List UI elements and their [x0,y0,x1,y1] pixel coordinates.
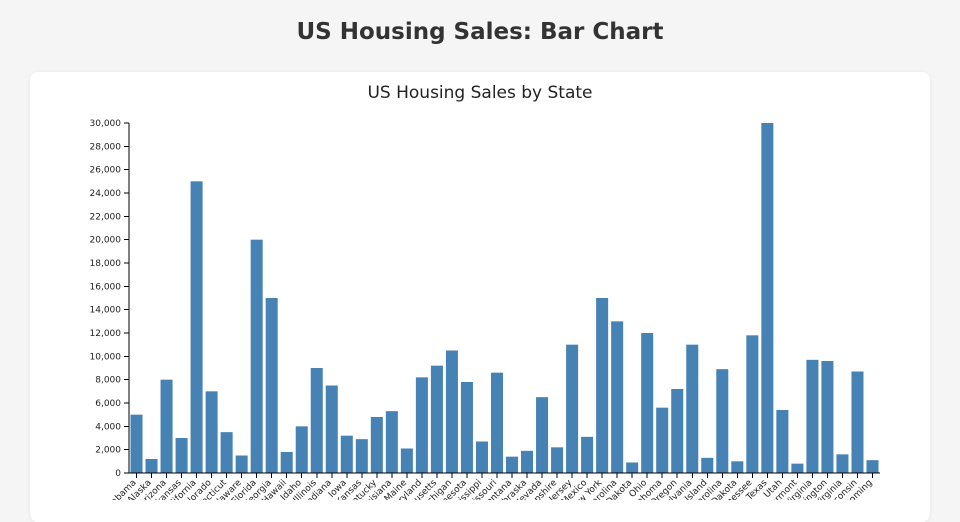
y-axis: 0 2,000 4,000 6,000 8,000 10,000 12,000 14,000 1… [90,119,130,479]
y-tick-label: 8,000 [95,376,121,386]
bar[interactable] [265,298,278,473]
y-tick-label: 14,000 [90,306,122,316]
page-title: US Housing Sales: Bar Chart [296,19,664,45]
bar[interactable] [385,411,398,473]
bar[interactable] [851,371,864,474]
y-tick-label: 20,000 [90,236,122,246]
bar[interactable] [611,321,624,473]
bar[interactable] [295,426,308,473]
y-tick-label: 30,000 [90,119,122,129]
bar[interactable] [626,462,639,474]
y-tick-label: 4,000 [95,422,121,432]
bar[interactable] [460,382,473,473]
bar[interactable] [806,359,819,473]
bar[interactable] [686,344,699,473]
x-axis: AlabamaAlaskaArizonaArkansasCaliforniaCo… [103,472,880,500]
bar[interactable] [566,344,579,473]
bar[interactable] [536,397,549,473]
bar[interactable] [866,460,879,473]
y-tick-label: 12,000 [90,329,122,339]
bar[interactable] [325,385,338,474]
bar[interactable] [581,436,594,473]
bar[interactable] [130,414,143,473]
bar[interactable] [836,454,849,473]
y-tick-label: 16,000 [90,282,122,292]
bar[interactable] [205,391,218,473]
bar[interactable] [746,335,759,473]
bar[interactable] [370,417,383,473]
bar[interactable] [475,441,488,474]
bar[interactable] [761,123,774,473]
bar[interactable] [160,379,173,473]
bar[interactable] [596,298,609,473]
y-tick-label: 2,000 [95,446,121,456]
bar[interactable] [551,447,564,473]
bar[interactable] [340,435,353,473]
bar[interactable] [280,452,293,473]
bar[interactable] [175,438,188,473]
bar[interactable] [250,239,263,473]
y-tick-label: 6,000 [95,399,121,409]
bar[interactable] [731,461,744,473]
bar[interactable] [521,450,534,473]
bar[interactable] [430,365,443,473]
bar[interactable] [821,361,834,473]
y-tick-label: 10,000 [90,352,122,362]
bar[interactable] [235,455,248,474]
y-tick-label: 28,000 [90,142,122,152]
bar[interactable] [656,407,669,473]
bar[interactable] [145,459,158,473]
bar[interactable] [190,181,203,473]
chart-card: US Housing Sales by State 0 2,000 4,000 6,0… [30,72,930,522]
bar[interactable] [641,333,654,473]
bar-chart: US Housing Sales by State 0 2,000 4,000 6,0… [90,83,880,500]
bars [130,123,879,474]
bar[interactable] [355,439,368,473]
bar[interactable] [490,372,503,473]
y-tick-label: 22,000 [90,212,122,222]
bar[interactable] [445,350,458,474]
bar[interactable] [310,368,323,473]
bar[interactable] [506,456,519,473]
bar[interactable] [791,463,804,473]
chart-title: US Housing Sales by State [367,83,592,103]
bar[interactable] [671,389,684,473]
bar[interactable] [776,410,789,473]
y-tick-label: 26,000 [90,166,122,176]
bar[interactable] [220,432,233,473]
y-tick-label: 18,000 [90,259,122,269]
bar[interactable] [415,377,428,473]
bar[interactable] [701,457,714,473]
y-tick-label: 0 [115,469,121,479]
y-tick-label: 24,000 [90,189,122,199]
bar[interactable] [400,448,413,474]
bar[interactable] [716,369,729,473]
